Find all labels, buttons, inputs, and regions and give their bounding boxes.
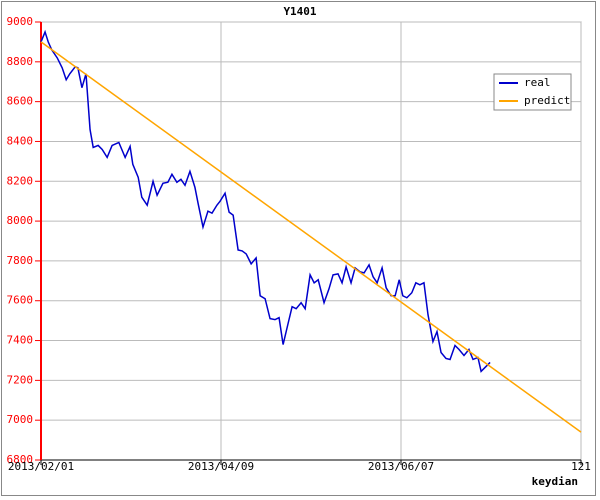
x-axis-label: keydian bbox=[532, 475, 578, 488]
y-tick-label: 9000 bbox=[7, 15, 34, 28]
y-tick-label: 8800 bbox=[7, 55, 34, 68]
y-tick-label: 7800 bbox=[7, 254, 34, 267]
plot-area bbox=[40, 21, 582, 461]
y-tick-label: 7200 bbox=[7, 373, 34, 386]
y-tick-label: 7000 bbox=[7, 413, 34, 426]
y-tick-label: 8200 bbox=[7, 174, 34, 187]
x-tick-label: 2013/06/07 bbox=[368, 460, 434, 473]
y-tick-label: 7600 bbox=[7, 294, 34, 307]
y-tick-label: 6800 bbox=[7, 453, 34, 466]
x-tick-label: 2013/02/01 bbox=[8, 460, 74, 473]
series-line bbox=[40, 29, 491, 373]
y-tick-label: 8600 bbox=[7, 95, 34, 108]
legend-box bbox=[493, 73, 572, 111]
y-tick-label: 8400 bbox=[7, 134, 34, 147]
chart-title: Y1401 bbox=[283, 5, 316, 18]
y-tick-label: 8000 bbox=[7, 214, 34, 227]
legend-label: predict bbox=[524, 94, 570, 107]
x-tick-label: 121 bbox=[571, 460, 591, 473]
y-tick-label: 7400 bbox=[7, 334, 34, 347]
legend-label: real bbox=[524, 76, 551, 89]
series-line bbox=[40, 41, 582, 433]
x-tick-label: 2013/04/09 bbox=[188, 460, 254, 473]
